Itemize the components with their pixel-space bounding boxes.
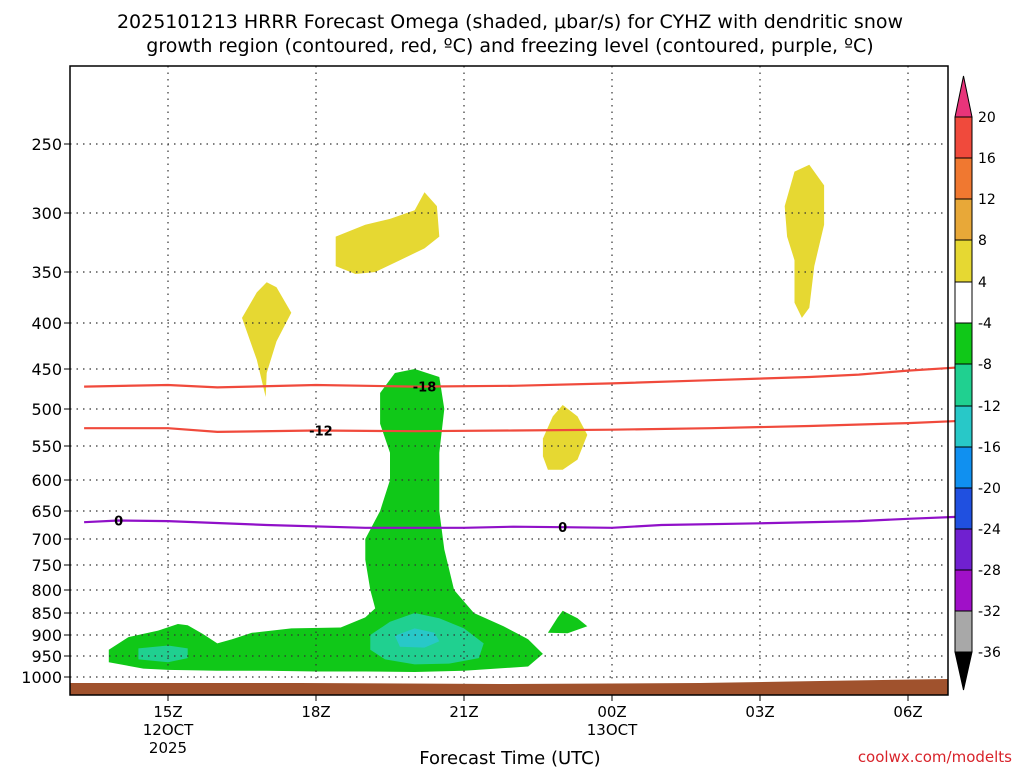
y-tick-label-550: 550 [31, 437, 62, 456]
colorbar-box-8 [954, 405, 973, 448]
colorbar-label-14: -36 [978, 645, 1001, 661]
omega-region-1 [242, 282, 292, 397]
colorbar-label-5: 4 [978, 275, 987, 291]
terrain-strip [70, 679, 948, 695]
y-tick-label-800: 800 [31, 581, 62, 600]
omega-region-5 [108, 369, 543, 672]
colorbar-box-9 [954, 446, 973, 489]
colorbar-top-arrow [954, 75, 973, 118]
contour-line-1 [84, 366, 963, 389]
colorbar-label-12: -28 [978, 563, 1001, 579]
colorbar-label-13: -32 [978, 604, 1001, 620]
colorbar-box-3 [954, 198, 973, 241]
contour-label-1: -18 [413, 381, 437, 396]
x-tick-year-15Z: 2025 [149, 739, 187, 757]
omega-region-2 [335, 192, 440, 274]
contour-label-2: -12 [309, 424, 333, 439]
x-axis-label: Forecast Time (UTC) [419, 748, 600, 768]
y-tick-label-1000: 1000 [21, 668, 62, 687]
plot-frame [69, 65, 949, 696]
x-tick-label-00Z: 00Z [597, 703, 626, 721]
y-tick-label-400: 400 [31, 314, 62, 333]
omega-region-6 [547, 610, 588, 634]
credit-text: coolwx.com/modelts [858, 748, 1012, 766]
colorbar-box-6 [954, 322, 973, 365]
y-tick-label-700: 700 [31, 530, 62, 549]
colorbar-box-1 [954, 116, 973, 159]
y-tick-label-750: 750 [31, 556, 62, 575]
y-tick-label-850: 850 [31, 604, 62, 623]
colorbar-bottom-arrow [954, 651, 973, 691]
colorbar-label-8: -12 [978, 399, 1001, 415]
x-tick-label-03Z: 03Z [745, 703, 774, 721]
x-tick-label-15Z: 15Z [153, 703, 182, 721]
colorbar-box-13 [954, 610, 973, 653]
y-tick-label-950: 950 [31, 647, 62, 666]
omega-region-3 [784, 164, 825, 318]
omega-region-4 [542, 405, 588, 470]
chart-title-line1: 2025101213 HRRR Forecast Omega (shaded, … [117, 11, 903, 33]
colorbar-label-1: 20 [978, 110, 996, 126]
colorbar-legend: 20 16 12 8 4 -4 -8 -12 -16 -20 -24 -28 -32 -36 [954, 75, 1001, 691]
colorbar-label-2: 16 [978, 151, 996, 167]
contour-label-4: 0 [558, 521, 567, 536]
y-tick-label-250: 250 [31, 135, 62, 154]
colorbar-label-11: -24 [978, 522, 1001, 538]
x-tick-label-18Z: 18Z [301, 703, 330, 721]
contour-line-3 [84, 515, 963, 529]
colorbar-label-3: 12 [978, 192, 996, 208]
y-tick-label-650: 650 [31, 502, 62, 521]
colorbar-box-5 [954, 281, 973, 324]
y-tick-label-450: 450 [31, 360, 62, 379]
colorbar-box-2 [954, 157, 973, 200]
y-tick-label-600: 600 [31, 471, 62, 490]
y-tick-label-300: 300 [31, 204, 62, 223]
colorbar-box-10 [954, 487, 973, 530]
contour-line-2 [84, 419, 963, 434]
omega-region-9 [394, 628, 440, 648]
y-tick-label-500: 500 [31, 400, 62, 419]
contour-label-3: 0 [114, 515, 123, 530]
colorbar-label-7: -8 [978, 357, 992, 373]
colorbar-label-6: -4 [978, 316, 992, 332]
colorbar-label-10: -20 [978, 481, 1001, 497]
plot-background [70, 66, 948, 695]
x-tick-label-06Z: 06Z [893, 703, 922, 721]
plot-area: -18 -12 0 0 [69, 65, 963, 696]
colorbar-box-4 [954, 239, 973, 283]
colorbar-box-7 [954, 363, 973, 407]
y-axis-pressure: 250 300 350 400 450 500 550 600 650 700 750 800 850 9… [21, 135, 70, 687]
chart-title-line2: growth region (contoured, red, ºC) and f… [146, 35, 873, 57]
x-tick-label-21Z: 21Z [449, 703, 478, 721]
y-tick-label-900: 900 [31, 626, 62, 645]
colorbar-box-11 [954, 528, 973, 571]
colorbar-box-12 [954, 569, 973, 612]
omega-region-7 [138, 645, 188, 663]
y-tick-label-350: 350 [31, 263, 62, 282]
colorbar-label-9: -16 [978, 440, 1001, 456]
colorbar-label-4: 8 [978, 233, 987, 249]
x-tick-date-00Z: 13OCT [587, 721, 638, 739]
x-tick-date-15Z: 12OCT [143, 721, 194, 739]
